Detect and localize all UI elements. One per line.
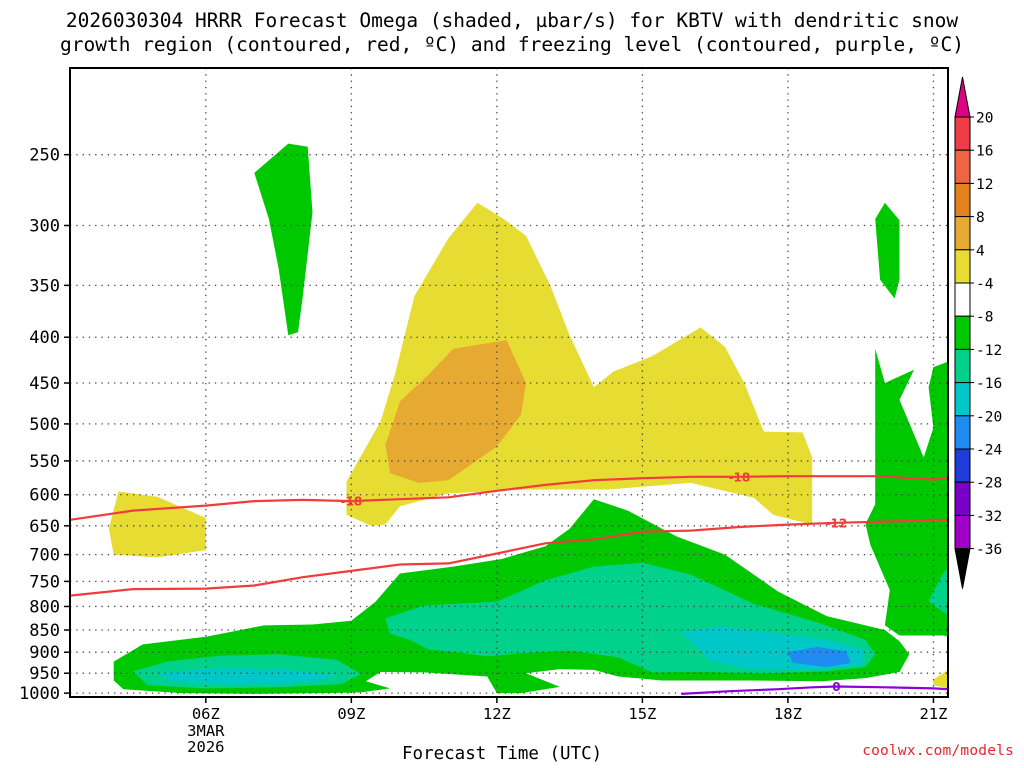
colorbar-label-12: -28	[976, 476, 1002, 492]
colorbar-segment-11	[954, 448, 971, 483]
x-tick-label-12Z: 12Z	[483, 705, 511, 723]
contour-dgz-lower	[70, 518, 948, 597]
colorbar-segment-3	[954, 182, 971, 218]
omega-region-3	[385, 340, 526, 483]
omega-region-9	[787, 647, 851, 667]
colorbar-label-8: -12	[976, 343, 1002, 359]
y-tick-label-400: 400	[29, 328, 60, 348]
contour-label-freezing-level-1: 0	[832, 680, 840, 694]
chart-title-line-2: growth region (contoured, red, ºC) and f…	[60, 33, 964, 56]
source-credit: coolwx.com/models	[862, 743, 1014, 759]
contour-dgz-upper	[70, 475, 948, 521]
x-tick-label-09Z: 09Z	[337, 705, 365, 723]
x-tick-label-15Z: 15Z	[628, 705, 656, 723]
colorbar-segment-8	[954, 348, 971, 384]
colorbar-segment-9	[954, 382, 971, 417]
omega-region-11	[875, 202, 900, 299]
x-tick-label-06Z: 06Z	[192, 705, 220, 723]
colorbar-segment-4	[954, 216, 971, 251]
colorbar-label-11: -24	[976, 443, 1002, 459]
colorbar-segment-10	[954, 415, 971, 450]
y-tick-label-300: 300	[29, 216, 60, 236]
colorbar-segment-2	[954, 149, 971, 184]
colorbar-segment-1	[954, 116, 971, 151]
x-tick-sublabel-1: 3MAR	[187, 722, 225, 740]
y-tick-label-250: 250	[29, 146, 60, 166]
colorbar-label-9: -16	[976, 376, 1002, 392]
omega-region-15	[933, 670, 948, 689]
colorbar-label-10: -20	[976, 409, 1002, 425]
x-axis-title: Forecast Time (UTC)	[402, 744, 603, 764]
colorbar-segment-5	[954, 249, 971, 284]
omega-region-2	[108, 491, 206, 558]
colorbar-label-6: -4	[976, 277, 994, 293]
colorbar-label-4: 8	[976, 210, 985, 226]
y-tick-label-950: 950	[29, 664, 60, 684]
colorbar-label-7: -8	[976, 310, 993, 326]
colorbar-label-3: 12	[976, 177, 993, 193]
omega-region-16	[963, 673, 978, 687]
y-tick-label-1000: 1000	[19, 684, 60, 704]
colorbar-segment-12	[954, 481, 971, 516]
omega-region-12	[865, 348, 948, 637]
omega-region-7	[157, 668, 337, 685]
y-tick-label-500: 500	[29, 415, 60, 435]
contour-label-dgz-upper-1: -18	[341, 495, 363, 509]
chart-title-line-1: 2026030304 HRRR Forecast Omega (shaded, …	[65, 9, 959, 32]
y-tick-label-700: 700	[29, 546, 60, 566]
colorbar-label-5: 4	[976, 243, 985, 259]
colorbar-label-1: 20	[976, 111, 993, 127]
y-tick-label-550: 550	[29, 452, 60, 472]
x-tick-sublabel-2: 2026	[187, 738, 224, 756]
colorbar-segment-7	[954, 315, 971, 350]
y-tick-label-900: 900	[29, 643, 60, 663]
colorbar-min-triangle	[954, 548, 971, 589]
y-tick-label-800: 800	[29, 597, 60, 617]
colorbar-label-13: -32	[976, 509, 1002, 525]
colorbar-max-triangle	[954, 76, 971, 118]
colorbar-segment-6	[954, 282, 971, 317]
colorbar-label-2: 16	[976, 144, 993, 160]
y-tick-label-600: 600	[29, 486, 60, 506]
colorbar-segment-13	[954, 514, 971, 550]
contour-freezing-level	[681, 685, 948, 695]
y-tick-label-450: 450	[29, 374, 60, 394]
y-tick-label-850: 850	[29, 621, 60, 641]
x-tick-label-21Z: 21Z	[919, 705, 947, 723]
y-tick-label-650: 650	[29, 517, 60, 537]
y-tick-label-350: 350	[29, 276, 60, 296]
contour-label-dgz-lower-1: -12	[826, 516, 848, 530]
x-tick-label-18Z: 18Z	[774, 705, 802, 723]
y-tick-label-750: 750	[29, 572, 60, 592]
colorbar-label-14: -36	[976, 542, 1002, 558]
omega-region-10	[254, 143, 313, 336]
contour-label-dgz-upper-2: -18	[729, 470, 751, 484]
omega-region-13	[928, 568, 948, 616]
